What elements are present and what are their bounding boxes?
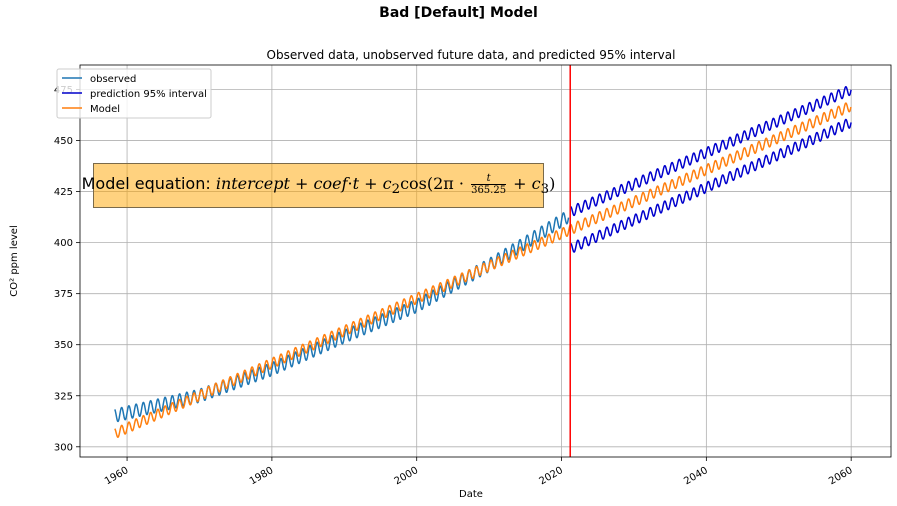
y-axis-ticks: 300325350375400425450475 [54,85,80,453]
series-layer [114,86,852,438]
y-tick-label: 350 [54,340,73,351]
y-tick-label: 375 [54,289,73,300]
y-tick-label: 450 [54,136,73,147]
figure-suptitle: Bad [Default] Model [379,5,538,21]
x-tick-label: 2040 [682,465,710,487]
legend: observed prediction 95% interval Model [56,68,212,119]
equation-box: Model equation: intercept + coef·t + c2c… [82,163,555,208]
series-interval-lower [569,118,852,253]
legend-label-model: Model [90,104,120,115]
plot-frame [79,64,892,458]
x-tick-label: 2000 [393,465,421,487]
series-interval-upper [569,86,852,217]
x-tick-label: 1980 [248,465,276,487]
axes-title: Observed data, unobserved future data, a… [267,48,676,62]
legend-label-interval: prediction 95% interval [90,89,207,100]
y-tick-label: 300 [54,442,73,453]
y-tick-label: 400 [54,238,73,249]
x-axis-ticks: 1960 1980 2000 2020 2040 2060 [103,457,855,487]
legend-label-observed: observed [90,74,136,85]
y-axis-label: CO² ppm level [9,225,20,296]
x-tick-label: 2060 [827,465,855,487]
legend-frame [56,68,212,119]
y-tick-label: 425 [54,187,73,198]
y-tick-label: 325 [54,391,73,402]
x-tick-label: 2020 [537,465,565,487]
model-equation: Model equation: intercept + coef·t + c2c… [81,173,556,198]
grid-lines [80,65,891,457]
x-tick-label: 1960 [103,465,131,487]
x-axis-label: Date [459,489,483,500]
series-observed [114,212,570,423]
series-model [114,102,852,438]
